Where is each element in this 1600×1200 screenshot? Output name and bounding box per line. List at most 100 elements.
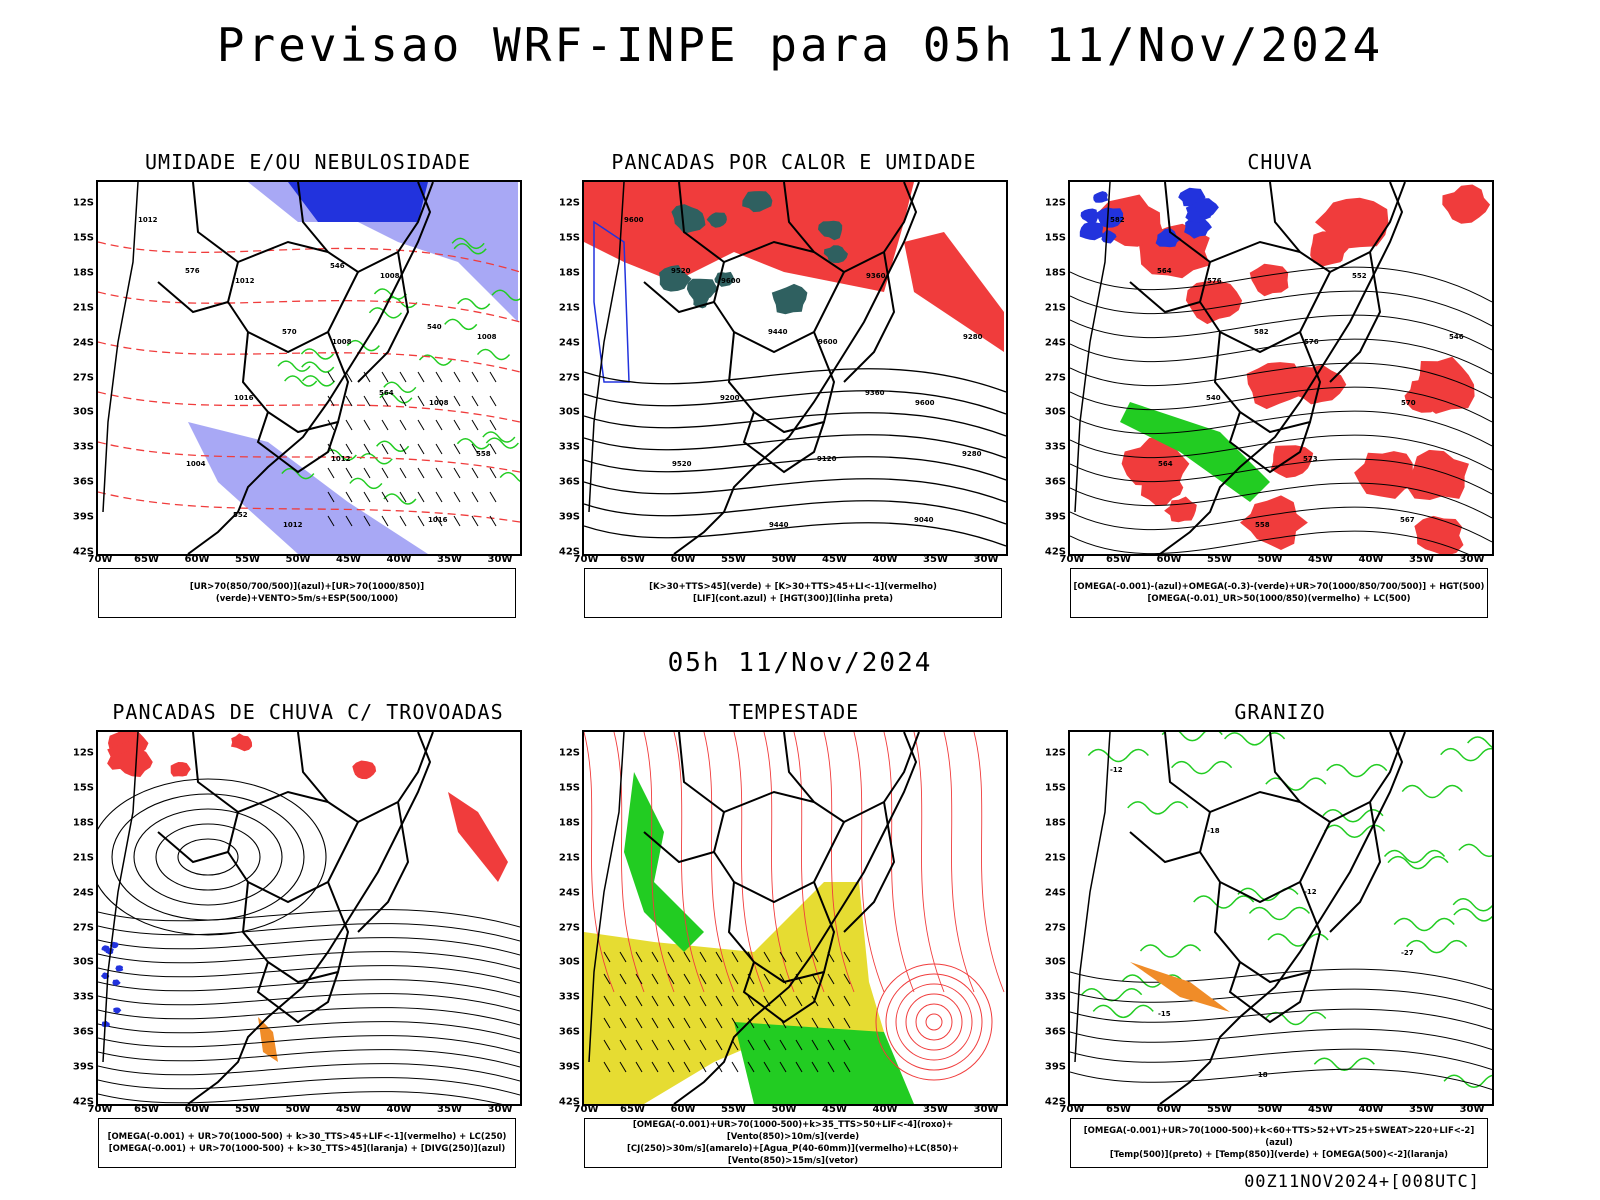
wind-vector — [381, 371, 389, 383]
rain-area — [1407, 449, 1469, 500]
temp850-contour — [1139, 944, 1202, 958]
rh-contour — [456, 438, 491, 450]
rh-contour — [284, 375, 318, 387]
wind-vector — [345, 515, 353, 527]
y-tick-label: 21S — [72, 852, 94, 864]
contour-line — [584, 522, 1006, 547]
legend-line: [Temp(500)](preto) + [Temp(850)](verde) … — [1109, 1150, 1449, 1160]
wind-vector — [763, 1061, 771, 1073]
wind-vector — [763, 973, 771, 985]
rh-contour — [379, 392, 413, 404]
y-tick-label: 36S — [1044, 1026, 1066, 1038]
contour-label: 9440 — [769, 521, 789, 529]
moisture-cell — [385, 401, 408, 420]
legend-line: [OMEGA(-0.001)-(azul)+OMEGA(-0.3)-(verde… — [1073, 582, 1485, 592]
wind-vector — [363, 491, 371, 503]
streamline — [943, 732, 975, 993]
coastline — [588, 182, 625, 513]
contour-line — [584, 390, 1006, 415]
wind-vector — [683, 973, 691, 985]
contour-label: -18 — [1255, 1071, 1268, 1079]
y-tick-label: 39S — [558, 1061, 580, 1073]
wind-vector — [381, 467, 389, 479]
wind-vector — [489, 491, 497, 503]
legend-line: [UR>70(850/700/500)](azul)+[UR>70(1000/8… — [189, 582, 425, 604]
wind-vector — [635, 1061, 643, 1073]
rh-contour — [302, 375, 336, 387]
temp850-contour — [1224, 732, 1286, 746]
temp850-contour — [1121, 974, 1184, 988]
wind-vector — [795, 1061, 803, 1073]
y-tick-label: 12S — [1044, 197, 1066, 209]
cyclone-streamline — [895, 983, 973, 1061]
x-tick-label: 30W — [487, 1104, 513, 1115]
wind-vector — [327, 515, 335, 527]
border-line — [357, 801, 410, 933]
y-tick-label: 33S — [72, 441, 94, 453]
contour-line — [98, 965, 520, 984]
x-axis: 70W 65W 60W 55W 50W 45W 40W 35W 30W — [574, 1104, 1008, 1118]
legend-box: [OMEGA(-0.001)+UR>70(1000-500)+k<60+TTS>… — [1070, 1118, 1488, 1168]
rh-contour — [349, 477, 383, 490]
wind-vector — [603, 995, 611, 1007]
wind-vector — [635, 1017, 643, 1029]
legend-box: [OMEGA(-0.001)-(azul)+OMEGA(-0.3)-(verde… — [1070, 568, 1488, 618]
y-axis: 12S 15S 18S 21S 24S 27S 30S 33S 36S 39S 42S — [68, 180, 94, 558]
wind-vector — [699, 973, 707, 985]
panel-umidade: UMIDADE E/OU NEBULOSIDADE 1012 1012 1008 10… — [68, 150, 548, 620]
x-axis: 70W 65W 60W 55W 50W 45W 40W 35W 30W — [574, 554, 1008, 568]
wind-vector — [453, 371, 461, 383]
y-tick-label: 30S — [72, 406, 94, 418]
temp850-contour — [1458, 843, 1492, 858]
contour-line — [1070, 530, 1469, 554]
wind-vector — [811, 1017, 819, 1029]
coastline — [1074, 182, 1111, 513]
contour-label: 1012 — [331, 455, 351, 463]
x-tick-label: 30W — [487, 554, 513, 565]
moisture-cell — [479, 389, 501, 406]
y-tick-label: 42S — [72, 1096, 94, 1108]
temp850-contour — [1092, 1004, 1154, 1019]
y-tick-label: 21S — [72, 302, 94, 314]
main-title: Previsao WRF-INPE para 05h 11/Nov/2024 — [216, 18, 1384, 72]
border-line — [727, 881, 836, 984]
wind-vector — [381, 419, 389, 431]
contour-label: -27 — [1401, 949, 1414, 957]
coastline — [673, 182, 918, 554]
rain-area — [1099, 194, 1165, 247]
legend-box: [OMEGA(-0.001) + UR>70(1000-500) + k>30_… — [98, 1118, 516, 1168]
wind-vector — [489, 419, 497, 431]
x-axis: 70W 65W 60W 55W 50W 45W 40W 35W 30W — [1060, 554, 1494, 568]
y-tick-label: 33S — [1044, 991, 1066, 1003]
omega-area — [1079, 222, 1104, 241]
x-tick-label: 30W — [1459, 1104, 1485, 1115]
wind-vector — [635, 973, 643, 985]
x-tick-label: 40W — [386, 1104, 412, 1115]
y-tick-label: 27S — [558, 372, 580, 383]
y-tick-label: 24S — [72, 337, 94, 349]
heat-cell — [742, 191, 773, 213]
wind-vector — [795, 995, 803, 1007]
rh-contour — [300, 348, 335, 360]
wind-vector — [327, 443, 335, 455]
x-tick-label: 65W — [1106, 1104, 1131, 1115]
omega-area — [1093, 191, 1109, 203]
border-line — [643, 831, 715, 864]
wind-vector — [399, 467, 407, 479]
map-svg: -12 -18 -12 -27 -15 -18 — [1070, 732, 1492, 1104]
y-tick-label: 12S — [558, 197, 580, 209]
x-tick-label: 40W — [872, 554, 898, 565]
wind-vector — [779, 951, 787, 963]
contour-line — [1070, 434, 1492, 471]
wind-vector — [399, 515, 407, 527]
temp850-contour — [1440, 747, 1492, 762]
y-tick-label: 42S — [72, 546, 94, 558]
thickness-line — [98, 341, 520, 373]
rain-area — [1414, 515, 1464, 554]
wind-vector — [779, 1039, 787, 1051]
temp850-contour — [1127, 801, 1189, 815]
y-tick-label: 42S — [1044, 1096, 1066, 1108]
rh-contour — [476, 348, 511, 361]
contour-label: 9200 — [720, 394, 740, 402]
thickness-line — [98, 391, 520, 423]
